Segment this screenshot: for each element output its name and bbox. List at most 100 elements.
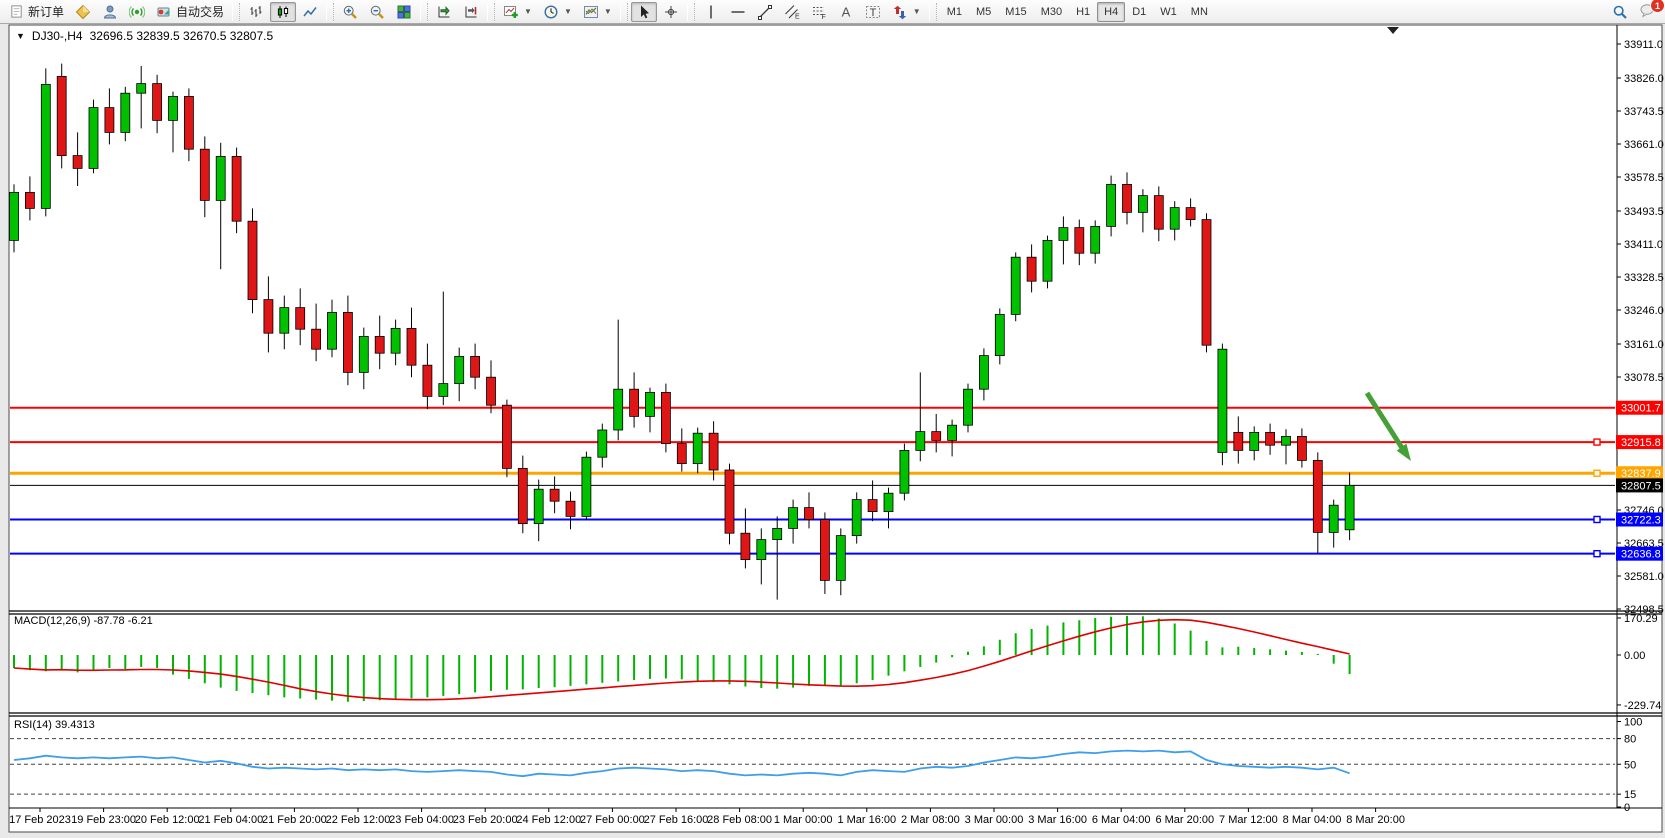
- price-tick-label: 33661.0: [1624, 139, 1664, 151]
- profile-icon: [75, 4, 91, 19]
- bear-candle: [183, 96, 194, 150]
- macd-indicator-label: MACD(12,26,9) -87.78 -6.21: [14, 615, 153, 627]
- vertical-line-button[interactable]: [698, 2, 724, 22]
- trendline-icon: [757, 4, 772, 20]
- bull-candle: [581, 456, 592, 517]
- price-level-badge: [1616, 435, 1663, 450]
- price-tick-label: 33493.5: [1624, 206, 1664, 218]
- price-tick-label: 33578.5: [1624, 172, 1664, 184]
- timeframe-M15[interactable]: M15: [998, 2, 1033, 22]
- notifications-button[interactable]: 1: [1634, 0, 1665, 23]
- auto-trading-button[interactable]: 自动交易: [151, 2, 229, 22]
- signal-button[interactable]: [124, 2, 150, 22]
- chart-shift-icon: [465, 6, 477, 17]
- bear-candle: [867, 499, 878, 513]
- periods-icon: [544, 4, 558, 19]
- crosshair-button[interactable]: [658, 2, 684, 22]
- price-tick-label: 33078.5: [1624, 372, 1664, 384]
- new-order-button[interactable]: 新订单: [4, 2, 69, 22]
- toolbar-separator: [928, 2, 937, 21]
- line-drag-handle[interactable]: [1593, 438, 1601, 446]
- bear-candle: [311, 328, 322, 350]
- bull-candle: [136, 83, 147, 94]
- timeframe-M5[interactable]: M5: [969, 2, 998, 22]
- macd-signal-line: [13, 618, 1350, 701]
- tile-windows-button[interactable]: [391, 2, 417, 22]
- shapes-button[interactable]: ▼: [887, 2, 926, 22]
- bull-candle: [1058, 227, 1069, 241]
- indicators-button[interactable]: ▼: [498, 2, 537, 22]
- fibonacci-icon: F: [812, 6, 826, 20]
- bull-candle: [215, 155, 226, 201]
- bull-candle: [390, 327, 401, 354]
- bull-candle: [788, 507, 798, 529]
- symbol-dropdown-icon[interactable]: ▼: [16, 31, 25, 41]
- toolbar-separator: [232, 2, 241, 21]
- chart-shift-button[interactable]: [458, 2, 484, 22]
- channel-button[interactable]: E: [779, 2, 805, 22]
- cursor-button[interactable]: [630, 1, 657, 22]
- timeframe-MN[interactable]: MN: [1184, 2, 1215, 22]
- line-drag-handle[interactable]: [1593, 515, 1601, 524]
- timeframe-H1[interactable]: H1: [1069, 2, 1097, 22]
- horizontal-line-button[interactable]: [725, 2, 751, 22]
- profile-button[interactable]: [70, 2, 96, 22]
- periods-button[interactable]: ▼: [538, 2, 577, 22]
- bull-candle: [1138, 195, 1148, 213]
- bear-candle: [199, 148, 210, 201]
- bear-candle: [708, 432, 719, 471]
- text-button[interactable]: A: [833, 2, 859, 22]
- bid-price-badge-label: 32807.5: [1621, 480, 1661, 492]
- price-tick-label: 33911.0: [1624, 39, 1663, 51]
- bear-candle: [422, 364, 433, 397]
- auto-scroll-button[interactable]: [431, 2, 457, 22]
- toolbar: 新订单 自动交易: [0, 0, 1665, 24]
- chevron-down-icon: ▼: [563, 7, 572, 16]
- bull-candle: [1042, 239, 1053, 282]
- bull-candle: [358, 335, 369, 373]
- toolbar-separator: [326, 2, 335, 21]
- timeframe-H4[interactable]: H4: [1097, 1, 1126, 22]
- macd-axis-label: -229.74: [1624, 700, 1661, 712]
- bear-candle: [1122, 183, 1132, 213]
- bull-candle: [915, 431, 926, 451]
- fibonacci-button[interactable]: F: [806, 2, 832, 22]
- line-chart-icon: [303, 6, 317, 16]
- time-tick-label: 23 Feb 20:00: [453, 814, 518, 826]
- timeframe-W1[interactable]: W1: [1153, 2, 1184, 22]
- line-chart-button[interactable]: [297, 2, 323, 22]
- chart-shift-marker[interactable]: [1387, 27, 1399, 34]
- label-button[interactable]: T: [860, 2, 886, 22]
- time-tick-label: 17 Feb 2023: [9, 814, 71, 826]
- zoom-out-button[interactable]: [364, 2, 390, 22]
- templates-button[interactable]: ▼: [578, 2, 617, 22]
- rsi-indicator-label: RSI(14) 39.4313: [14, 719, 95, 731]
- bar-chart-button[interactable]: [243, 2, 269, 22]
- line-drag-handle[interactable]: [1593, 469, 1601, 477]
- candlestick-chart-button[interactable]: [270, 1, 297, 22]
- templates-icon: [583, 5, 598, 18]
- bull-candle: [327, 311, 337, 350]
- timeframe-D1[interactable]: D1: [1125, 2, 1153, 22]
- bear-candle: [406, 327, 417, 366]
- zoom-in-button[interactable]: [337, 2, 363, 22]
- time-tick-label: 27 Feb 00:00: [580, 814, 645, 826]
- line-drag-handle[interactable]: [1593, 549, 1601, 558]
- timeframe-M1[interactable]: M1: [940, 2, 969, 22]
- bull-candle: [1010, 256, 1021, 315]
- bear-candle: [470, 355, 481, 378]
- price-tick-label: 33743.5: [1624, 106, 1664, 118]
- time-tick-label: 23 Feb 04:00: [389, 814, 454, 826]
- chevron-down-icon: ▼: [524, 7, 532, 16]
- zoom-out-icon: [370, 5, 384, 19]
- search-button[interactable]: [1607, 2, 1633, 22]
- trendline-button[interactable]: [752, 2, 778, 22]
- contacts-button[interactable]: [97, 2, 123, 22]
- bear-candle: [56, 76, 67, 156]
- svg-text:E: E: [795, 13, 800, 20]
- timeframe-M30[interactable]: M30: [1034, 2, 1069, 22]
- down-arrow-annotation[interactable]: [1364, 391, 1405, 450]
- time-tick-label: 24 Feb 12:00: [516, 814, 581, 826]
- bull-candle: [1281, 435, 1291, 446]
